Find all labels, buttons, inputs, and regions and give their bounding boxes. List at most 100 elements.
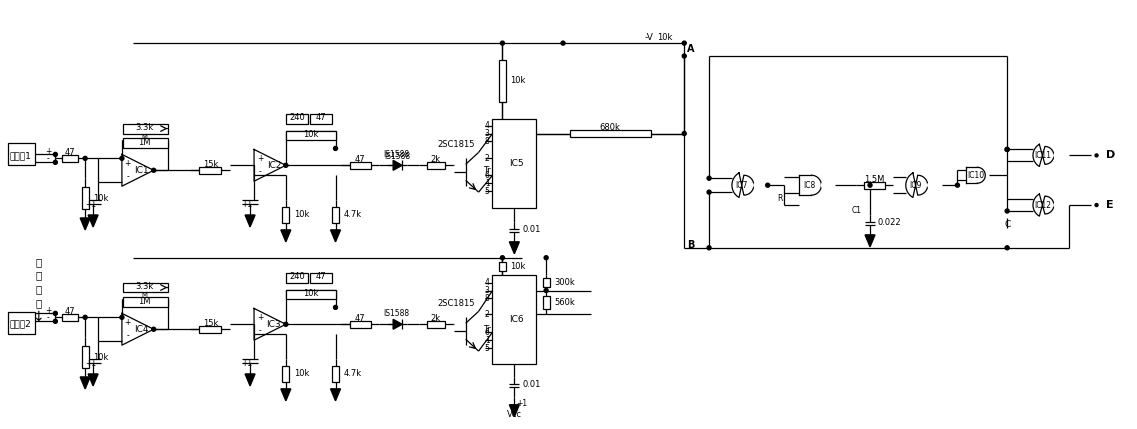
Text: 2: 2 <box>484 154 490 163</box>
Text: 0.01: 0.01 <box>522 381 541 390</box>
Text: +: + <box>45 147 51 156</box>
Text: -V: -V <box>645 33 654 42</box>
Text: IC1: IC1 <box>134 166 149 175</box>
Bar <box>82 346 89 368</box>
Circle shape <box>1005 148 1010 151</box>
Text: 4: 4 <box>484 121 490 130</box>
Bar <box>282 366 289 382</box>
Circle shape <box>821 182 828 188</box>
Bar <box>426 321 446 328</box>
Text: +1: +1 <box>241 359 252 368</box>
Text: 240: 240 <box>289 113 305 122</box>
Text: 47: 47 <box>355 314 366 323</box>
Polygon shape <box>122 313 153 345</box>
Text: IS1588: IS1588 <box>383 309 409 318</box>
Circle shape <box>333 305 338 309</box>
Circle shape <box>928 182 933 188</box>
Text: 15k: 15k <box>202 160 218 169</box>
Text: 4.7k: 4.7k <box>343 369 362 378</box>
Polygon shape <box>254 149 285 181</box>
Bar <box>332 207 339 223</box>
Bar <box>499 60 506 102</box>
Text: +: + <box>125 318 131 327</box>
Circle shape <box>333 146 338 151</box>
Text: 10k: 10k <box>511 76 525 85</box>
Text: IC12: IC12 <box>1035 201 1052 209</box>
Bar <box>199 326 222 333</box>
Polygon shape <box>799 175 821 195</box>
Bar <box>864 182 885 189</box>
Text: IC6: IC6 <box>509 315 524 324</box>
Circle shape <box>53 319 57 323</box>
Polygon shape <box>393 319 402 329</box>
Text: -: - <box>258 326 262 335</box>
Bar <box>285 290 335 299</box>
Circle shape <box>707 190 711 194</box>
Bar <box>492 275 537 364</box>
Polygon shape <box>89 374 98 386</box>
Text: 560k: 560k <box>554 298 575 307</box>
Circle shape <box>1095 204 1098 206</box>
Bar <box>285 130 335 140</box>
Circle shape <box>284 163 288 167</box>
Text: -: - <box>258 167 262 176</box>
Text: Tr: Tr <box>483 325 491 334</box>
Text: ↓: ↓ <box>33 310 44 324</box>
Circle shape <box>545 289 548 293</box>
Text: 10k: 10k <box>293 369 309 378</box>
Polygon shape <box>281 230 291 242</box>
Polygon shape <box>81 218 90 230</box>
Circle shape <box>682 41 687 45</box>
Bar <box>82 187 89 209</box>
Circle shape <box>83 315 88 319</box>
Text: M: M <box>142 133 148 139</box>
Text: 传感器2: 传感器2 <box>9 320 32 329</box>
Polygon shape <box>281 389 291 401</box>
Polygon shape <box>254 308 285 340</box>
Text: 240: 240 <box>289 272 305 281</box>
Circle shape <box>682 132 687 136</box>
Text: 3: 3 <box>484 129 490 138</box>
Text: E: E <box>1106 200 1114 210</box>
Circle shape <box>1005 246 1010 250</box>
Text: 向: 向 <box>35 299 42 308</box>
Circle shape <box>500 41 505 45</box>
Text: 1: 1 <box>484 179 490 188</box>
Polygon shape <box>122 154 153 186</box>
Circle shape <box>561 41 565 45</box>
Text: 2k: 2k <box>431 155 441 164</box>
Text: 10k: 10k <box>657 33 673 42</box>
Text: 6: 6 <box>484 328 490 337</box>
Text: IC11: IC11 <box>1035 151 1052 160</box>
Text: 5: 5 <box>484 344 490 353</box>
Bar <box>123 139 167 148</box>
Polygon shape <box>331 389 340 401</box>
Bar <box>492 119 537 208</box>
Circle shape <box>1095 154 1098 157</box>
Text: 1: 1 <box>484 335 490 344</box>
Text: IC5: IC5 <box>509 159 524 168</box>
Text: +: + <box>125 160 131 169</box>
Text: IS1588: IS1588 <box>383 150 409 159</box>
Text: 10k: 10k <box>302 289 318 298</box>
Circle shape <box>53 160 57 164</box>
Bar <box>542 278 549 287</box>
Text: +: + <box>257 154 263 163</box>
Circle shape <box>955 183 960 187</box>
Text: 动: 动 <box>35 271 42 281</box>
Text: IC7: IC7 <box>736 181 748 190</box>
Bar <box>282 207 289 223</box>
Text: B: B <box>687 240 695 250</box>
Bar <box>309 272 332 283</box>
Text: 47: 47 <box>315 113 326 122</box>
Circle shape <box>765 183 770 187</box>
Text: 0.022: 0.022 <box>878 218 902 227</box>
Text: +1: +1 <box>516 399 528 408</box>
Polygon shape <box>393 160 402 170</box>
Circle shape <box>1054 202 1060 208</box>
Text: 6: 6 <box>484 171 490 180</box>
Polygon shape <box>81 377 90 389</box>
Bar <box>426 162 446 169</box>
Circle shape <box>500 256 505 260</box>
Circle shape <box>53 311 57 315</box>
